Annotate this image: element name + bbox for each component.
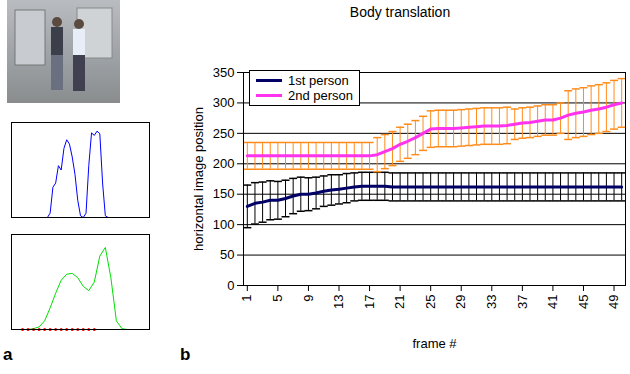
svg-text:49: 49 bbox=[606, 295, 621, 309]
svg-text:horizontal image position: horizontal image position bbox=[191, 107, 206, 251]
svg-text:9: 9 bbox=[301, 295, 316, 302]
html-text:a: a bbox=[3, 345, 13, 364]
svg-text:29: 29 bbox=[453, 295, 468, 309]
svg-text:45: 45 bbox=[576, 295, 591, 309]
html-text:2nd person: 2nd person bbox=[288, 88, 354, 103]
svg-text:0: 0 bbox=[227, 278, 234, 293]
svg-text:21: 21 bbox=[392, 295, 407, 309]
svg-text:1: 1 bbox=[239, 295, 254, 302]
svg-text:41: 41 bbox=[545, 295, 560, 309]
html-text:b: b bbox=[180, 345, 191, 364]
svg-text:150: 150 bbox=[213, 186, 235, 201]
svg-text:50: 50 bbox=[220, 247, 234, 262]
svg-text:17: 17 bbox=[362, 295, 377, 309]
svg-text:300: 300 bbox=[213, 95, 235, 110]
svg-text:250: 250 bbox=[213, 126, 235, 141]
html-text:1st person: 1st person bbox=[288, 73, 349, 88]
svg-text:5: 5 bbox=[270, 295, 285, 302]
svg-text:13: 13 bbox=[331, 295, 346, 309]
svg-text:frame #: frame # bbox=[412, 336, 457, 351]
svg-text:33: 33 bbox=[484, 295, 499, 309]
svg-text:100: 100 bbox=[213, 217, 235, 232]
svg-text:350: 350 bbox=[213, 65, 235, 80]
html-text:Body translation: Body translation bbox=[349, 4, 451, 20]
svg-text:37: 37 bbox=[515, 295, 530, 309]
svg-text:25: 25 bbox=[423, 295, 438, 309]
svg-text:200: 200 bbox=[213, 156, 235, 171]
